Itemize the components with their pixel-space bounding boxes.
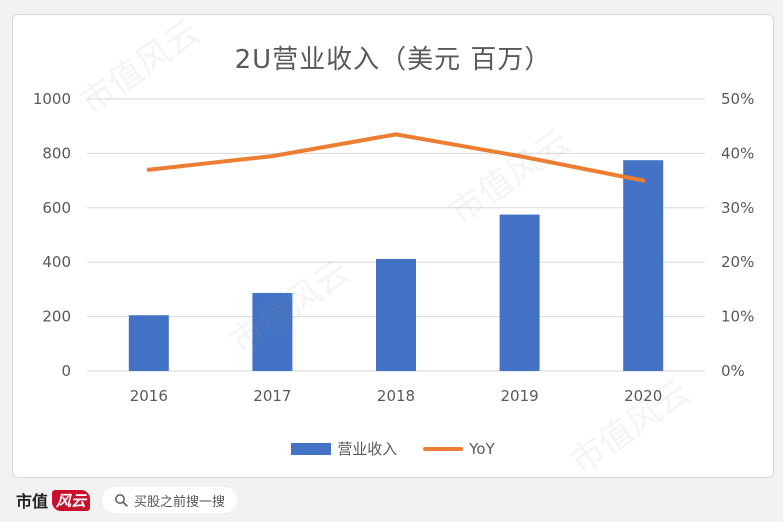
yoy-point <box>270 154 275 159</box>
x-tick-label: 2019 <box>501 387 539 405</box>
y-left-tick-label: 200 <box>42 308 71 326</box>
yoy-point <box>394 132 398 137</box>
yoy-point <box>517 154 522 159</box>
legend-item-yoy: YoY <box>423 440 495 458</box>
search-icon <box>115 494 128 507</box>
y-right-tick-label: 40% <box>721 144 754 162</box>
chart-plot: 0 200 400 600 800 1000 0% 10% 20% 30% 40% 50% 2016 20… <box>33 90 755 405</box>
legend-swatch-line <box>423 446 464 451</box>
search-box[interactable]: 买股之前搜一搜 <box>102 487 238 513</box>
yoy-point <box>641 178 646 183</box>
yoy-point <box>146 167 151 172</box>
y-right-tick-label: 10% <box>721 308 754 326</box>
y-left-tick-label: 400 <box>42 253 71 271</box>
x-tick-label: 2018 <box>377 387 415 405</box>
legend-label-revenue: 营业收入 <box>337 440 398 458</box>
x-tick-label: 2020 <box>624 387 662 405</box>
footer-bar: 市值 风云 买股之前搜一搜 <box>0 478 783 522</box>
brand-text: 市值 <box>16 492 49 511</box>
y-right-tick-label: 20% <box>721 253 754 271</box>
yoy-line <box>146 132 646 183</box>
chart-legend: 营业收入 YoY <box>13 438 773 459</box>
legend-item-revenue: 营业收入 <box>291 438 397 459</box>
x-tick-label: 2016 <box>130 387 168 405</box>
y-right-tick-label: 0% <box>721 362 745 380</box>
x-tick-label: 2017 <box>253 387 291 405</box>
y-left-tick-label: 1000 <box>33 90 71 108</box>
bar <box>623 160 664 371</box>
legend-swatch-bar <box>291 442 332 455</box>
search-placeholder: 买股之前搜一搜 <box>134 494 226 510</box>
y-left-tick-label: 600 <box>42 199 71 217</box>
brand-logo: 市值 风云 <box>16 488 91 512</box>
chart-card: 2U营业收入（美元 百万） 0 200 400 600 800 1000 0% 10% 20% 3… <box>12 14 774 478</box>
legend-label-yoy: YoY <box>469 439 495 458</box>
bar <box>376 258 416 371</box>
brand-mark: 风云 <box>52 489 91 511</box>
bar <box>252 292 293 371</box>
bar <box>128 315 169 371</box>
y-left-tick-label: 800 <box>42 144 71 162</box>
y-right-tick-label: 30% <box>721 199 754 217</box>
chart-title: 2U营业收入（美元 百万） <box>234 45 552 75</box>
y-left-tick-label: 0 <box>61 362 71 380</box>
bar <box>499 214 540 371</box>
y-right-tick-label: 50% <box>721 90 754 108</box>
